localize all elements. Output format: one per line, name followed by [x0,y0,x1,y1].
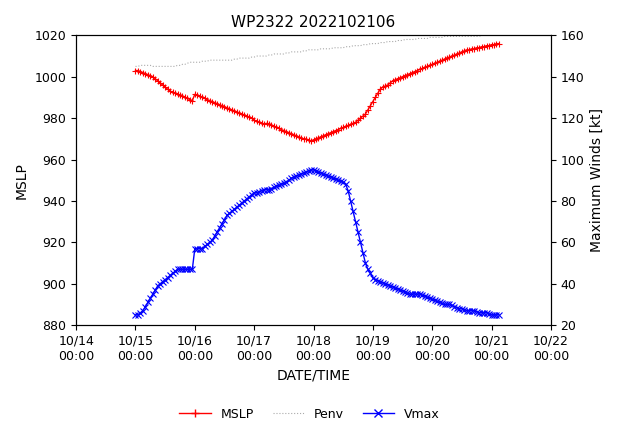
Legend: MSLP, Penv, Vmax: MSLP, Penv, Vmax [175,403,444,426]
X-axis label: DATE/TIME: DATE/TIME [277,368,350,382]
Title: WP2322 2022102106: WP2322 2022102106 [232,15,396,30]
Y-axis label: MSLP: MSLP [15,162,29,199]
Y-axis label: Maximum Winds [kt]: Maximum Winds [kt] [590,108,604,252]
